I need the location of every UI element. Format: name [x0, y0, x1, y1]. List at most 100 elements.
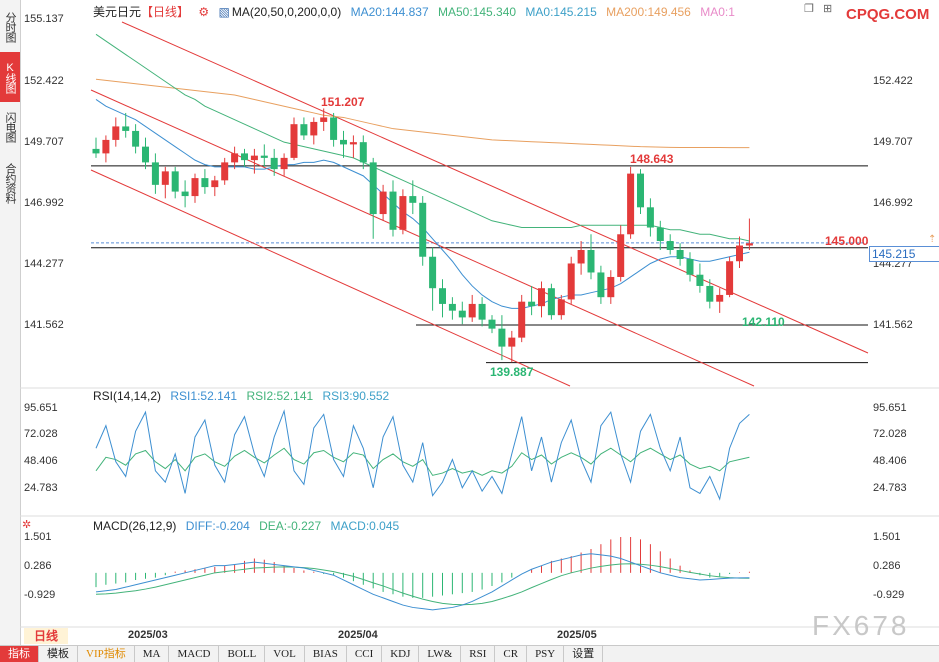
toolbar-vol[interactable]: VOL — [265, 646, 305, 662]
candle-body — [92, 148, 100, 154]
price-tick: 152.422 — [24, 75, 64, 87]
period-label[interactable]: 【日线】 — [141, 5, 190, 19]
candle-body — [369, 162, 377, 215]
toolbar-indicator[interactable]: 指标 — [0, 646, 39, 662]
ma20-value: MA20:144.837 — [350, 5, 429, 19]
macd-tick: -0.929 — [24, 589, 56, 601]
candle-body — [726, 261, 734, 295]
macd-tick: 0.286 — [24, 560, 52, 572]
period-badge[interactable]: 日线 — [24, 628, 68, 644]
candle-body — [359, 142, 367, 163]
tab-kline[interactable]: K线图 — [0, 52, 20, 102]
current-price-tag: 145.215 — [869, 246, 939, 262]
candle-body — [171, 171, 179, 192]
tab-lightning[interactable]: 闪电图 — [4, 112, 16, 142]
date-label: 2025/04 — [338, 629, 378, 641]
rsi3-value: RSI3:90.552 — [322, 389, 390, 403]
toolbar-boll[interactable]: BOLL — [219, 646, 266, 662]
candle-body — [320, 117, 328, 122]
candle-body — [508, 337, 516, 347]
candle-body — [736, 245, 743, 262]
ma0-value: MA0:145.215 — [525, 5, 597, 19]
candle-body — [696, 274, 704, 286]
toolbar-macd[interactable]: MACD — [169, 646, 220, 662]
candle-body — [587, 250, 595, 273]
ma0b-value: MA0:1 — [700, 5, 735, 19]
candle-body — [151, 162, 159, 185]
candle-body — [676, 250, 684, 259]
toolbar-bias[interactable]: BIAS — [305, 646, 347, 662]
macd-tick: 1.501 — [24, 531, 52, 543]
candle-body — [181, 191, 189, 197]
tab-timeshare[interactable]: 分时图 — [4, 12, 16, 42]
candle-body — [627, 173, 635, 235]
annotation-high-1: 151.207 — [321, 95, 365, 109]
rsi-tick-right: 72.028 — [873, 428, 907, 440]
toolbar-kdj[interactable]: KDJ — [382, 646, 420, 662]
candle-body — [706, 285, 714, 302]
price-tick-right: 146.992 — [873, 197, 913, 209]
price-tick-right: 141.562 — [873, 319, 913, 331]
tab-contract-info[interactable]: 合约资料 — [4, 163, 16, 203]
rsi-title: RSI(14,14,2) — [93, 389, 162, 403]
candle-body — [448, 303, 456, 311]
candle-body — [617, 234, 625, 277]
macd-settings-icon[interactable]: ✲ — [22, 519, 32, 531]
dea-line — [95, 563, 750, 606]
main-legend: 美元日元【日线】 ⚙ ▧ MA(20,50,0,200,0,0) MA20:144… — [93, 3, 741, 20]
indicator-toolbar: 指标 模板 VIP指标 MA MACD BOLL VOL BIAS CCI KD… — [0, 645, 939, 662]
toolbar-rsi[interactable]: RSI — [461, 646, 496, 662]
restore-icon[interactable]: ❐ — [804, 3, 814, 15]
annotation-high-2: 148.643 — [630, 152, 674, 166]
candle-body — [191, 178, 199, 197]
candle-body — [656, 227, 664, 242]
rsi-tick: 48.406 — [24, 455, 58, 467]
brand-logo: CPQG.COM — [846, 6, 930, 23]
left-sidebar: 分时图 K线图 闪电图 合约资料 — [0, 0, 21, 645]
candle-body — [498, 328, 506, 347]
candle-body — [745, 243, 753, 246]
ma50-line — [95, 33, 750, 242]
candle-body — [666, 241, 674, 251]
settings-icon[interactable]: ⚙ — [198, 5, 210, 19]
toolbar-cr[interactable]: CR — [495, 646, 528, 662]
candle-body — [538, 288, 545, 307]
rsi-tick-right: 24.783 — [873, 482, 907, 494]
window-controls[interactable]: ❐ ⊞ — [804, 2, 832, 15]
date-label: 2025/05 — [557, 629, 597, 641]
candle-body — [260, 155, 268, 158]
candle-body — [250, 155, 258, 161]
candle-body — [528, 301, 536, 307]
candle-body — [686, 258, 694, 275]
annotation-low-2: 142.110 — [742, 315, 785, 329]
annotation-level: 145.000 — [825, 234, 869, 248]
grid-icon[interactable]: ⊞ — [822, 3, 833, 15]
toolbar-template[interactable]: 模板 — [39, 646, 78, 662]
diff-value: DIFF:-0.204 — [185, 519, 250, 533]
rsi1-value: RSI1:52.141 — [170, 389, 238, 403]
toolbar-settings[interactable]: 设置 — [564, 646, 604, 662]
macd-value: MACD:0.045 — [330, 519, 400, 533]
candle-body — [716, 294, 724, 302]
toolbar-vip[interactable]: VIP指标 — [78, 646, 135, 662]
symbol-name: 美元日元 — [93, 5, 142, 19]
toolbar-lw[interactable]: LW& — [419, 646, 462, 662]
toolbar-ma[interactable]: MA — [135, 646, 170, 662]
toolbar-psy[interactable]: PSY — [527, 646, 565, 662]
date-axis: 2025/03 2025/04 2025/05 — [0, 627, 939, 645]
rsi1-line — [95, 409, 750, 501]
candle-body — [221, 162, 229, 181]
trend-channel-line — [121, 21, 869, 354]
candle-body — [280, 157, 288, 170]
dea-value: DEA:-0.227 — [259, 519, 322, 533]
rsi-tick: 72.028 — [24, 428, 58, 440]
macd-tick-right: -0.929 — [873, 589, 905, 601]
price-tick: 141.562 — [24, 319, 64, 331]
candle-body — [488, 319, 496, 329]
price-tick-right: 149.707 — [873, 136, 913, 148]
price-tick: 144.277 — [24, 258, 64, 270]
rsi-legend: RSI(14,14,2) RSI1:52.141 RSI2:52.141 RSI… — [93, 389, 395, 403]
macd-title: MACD(26,12,9) — [93, 519, 177, 533]
toolbar-cci[interactable]: CCI — [347, 646, 383, 662]
price-tick-right: 152.422 — [873, 75, 913, 87]
